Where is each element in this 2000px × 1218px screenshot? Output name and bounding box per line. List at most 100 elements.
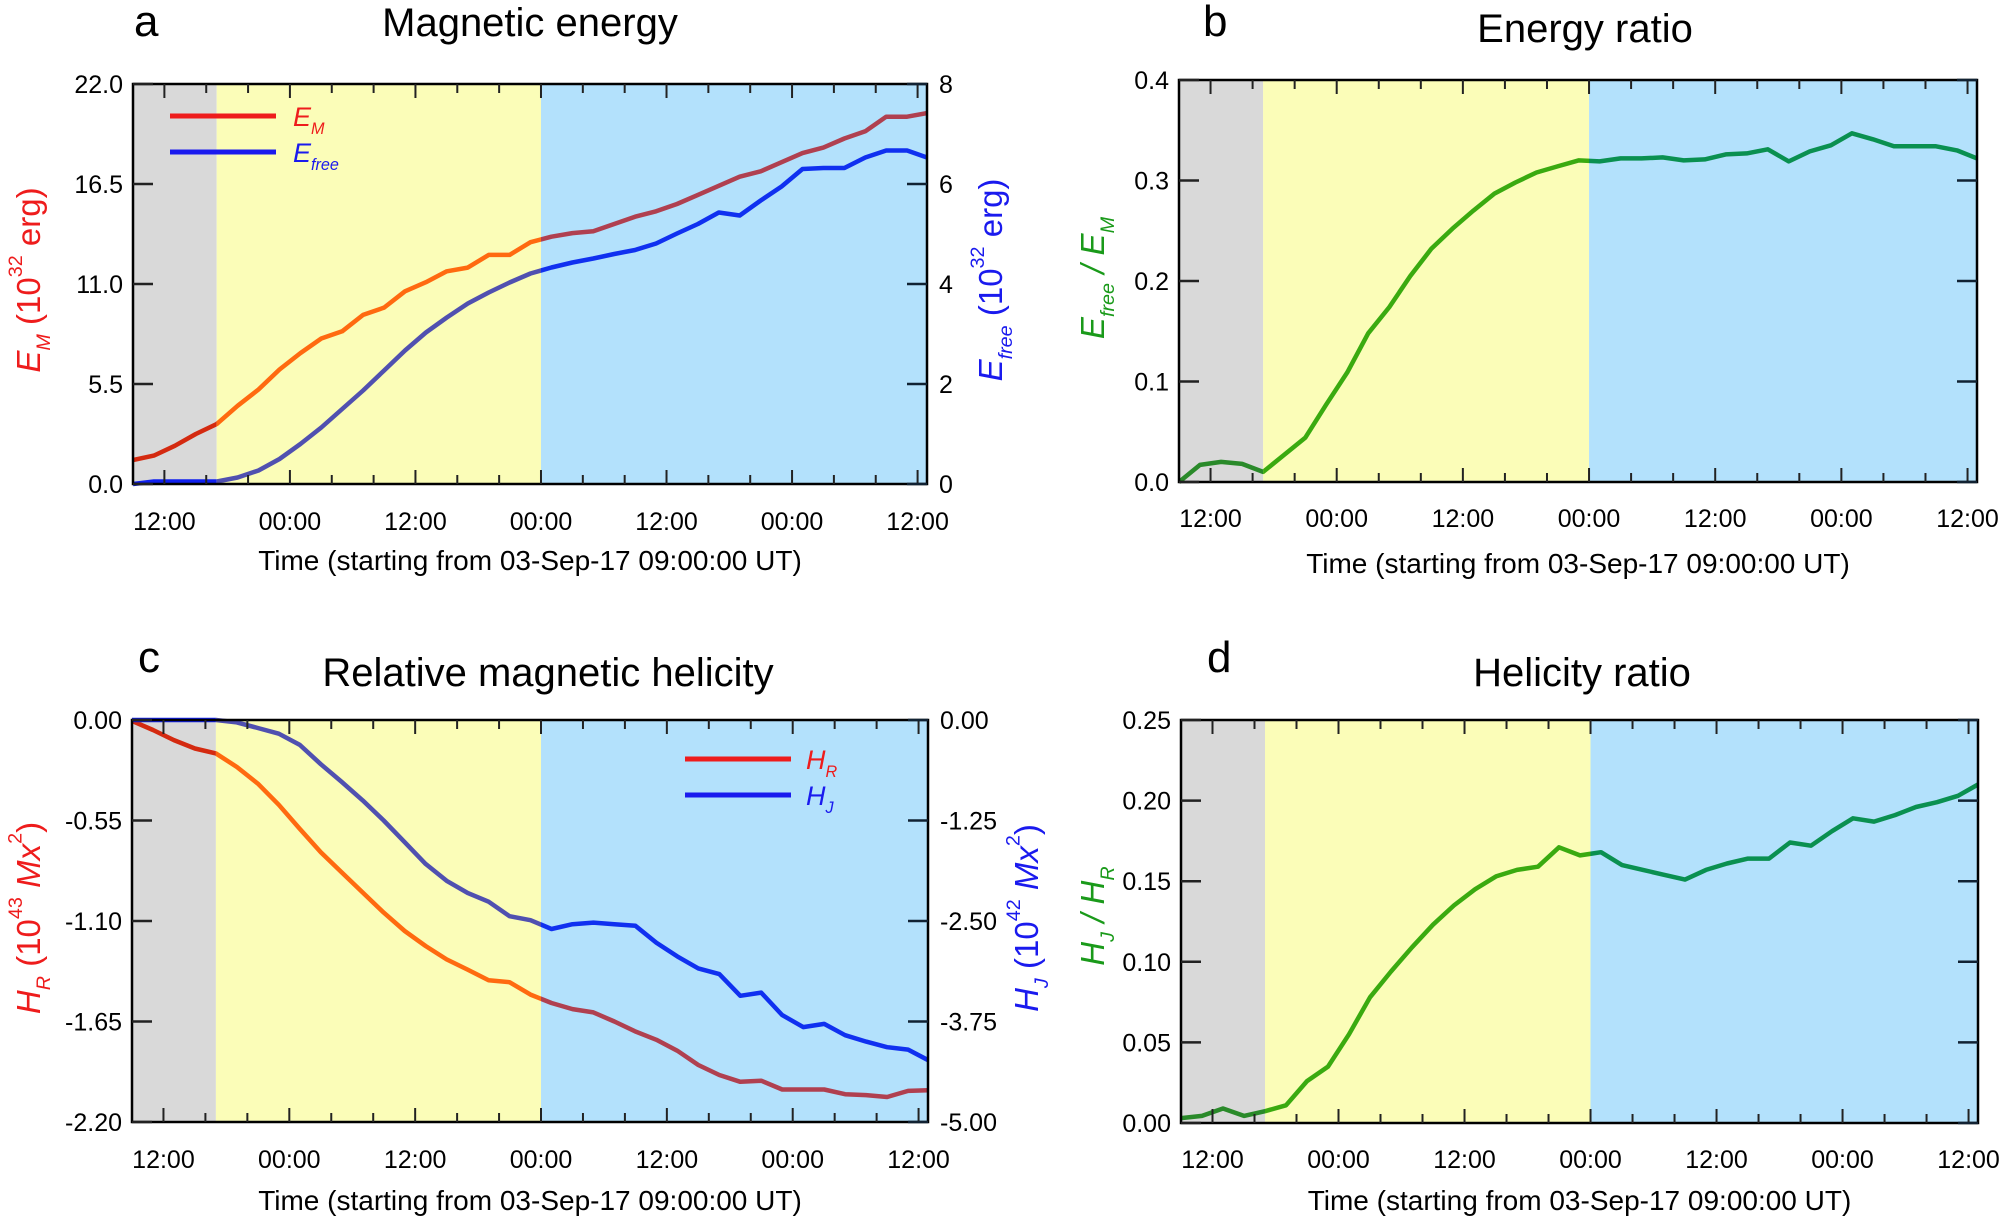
series-line — [1179, 131, 1978, 484]
phase-band — [1590, 720, 1978, 1123]
label-part: / H — [1074, 880, 1111, 932]
panel-d: 12:00 00:00 12:00 00:00 12:00 00:00 12:00 Time … — [1074, 633, 2000, 1216]
x-tick-label: 00:00 — [1559, 1146, 1622, 1174]
series-line-segment — [541, 920, 928, 1063]
x-tick-label: 12:00 — [1684, 505, 1747, 533]
series-line — [133, 148, 927, 487]
y-tick-label-left: 0.25 — [1122, 707, 1171, 735]
y-tick-label-left: 0.3 — [1134, 168, 1169, 196]
series-line-segment — [541, 996, 928, 1100]
x-tick-label: 12:00 — [132, 1146, 195, 1174]
y-tick-label-left: 0.2 — [1134, 268, 1169, 296]
series-line-segment — [1263, 158, 1590, 475]
y-tick-label-left: 0.1 — [1134, 369, 1169, 397]
y-tick-label-left: 0.4 — [1134, 67, 1169, 95]
series-line-segment — [215, 717, 542, 928]
label-part: 2 — [5, 833, 27, 844]
x-axis-title: Time (starting from 03-Sep-17 09:00:00 U… — [1308, 1185, 1852, 1216]
label-part: ) — [10, 822, 47, 833]
y-tick-label-right: 8 — [939, 71, 953, 99]
y-tick-label-left: 0.15 — [1122, 868, 1171, 896]
y-tick-label-left: 0.0 — [1134, 469, 1169, 497]
x-tick-label: 00:00 — [1307, 1146, 1370, 1174]
x-tick-label: 12:00 — [133, 508, 196, 536]
y-tick-label-left: -0.55 — [65, 808, 122, 836]
series-line-segment — [1590, 782, 1978, 882]
label-part: Mx — [10, 842, 47, 897]
y-tick-label-left: -2.20 — [65, 1109, 122, 1137]
panel-title: Relative magnetic helicity — [322, 651, 773, 695]
label-part: 32 — [967, 246, 989, 268]
phase-band — [541, 720, 928, 1122]
label-part: J — [1031, 977, 1053, 989]
y-axis-title-left: Efree / EM — [1074, 216, 1119, 339]
phase-band — [1263, 80, 1590, 482]
y-tick-label-right: 4 — [939, 271, 953, 299]
panel-b: 12:00 00:00 12:00 00:00 12:00 00:00 12:00 Time … — [1074, 0, 1999, 579]
y-tick-label-left: 16.5 — [74, 171, 123, 199]
label-part: H — [1008, 988, 1045, 1012]
y-tick-label-left: 0.00 — [1122, 1110, 1171, 1138]
label-part: (10 — [1008, 921, 1045, 978]
label-part: E — [293, 138, 312, 168]
label-part: (10 — [10, 919, 47, 976]
y-tick-label-right: -5.00 — [940, 1109, 997, 1137]
y-tick-label-left: -1.65 — [65, 1009, 122, 1037]
y-axis-title-right: HJ (1042 Mx2) — [1003, 824, 1053, 1012]
y-tick-label-right: -1.25 — [940, 808, 997, 836]
label-part: E — [1074, 316, 1111, 339]
label-part: H — [806, 745, 826, 775]
phase-band — [216, 84, 541, 484]
y-tick-label-right: -3.75 — [940, 1009, 997, 1037]
phase-band — [1181, 720, 1266, 1123]
label-part: M — [1097, 216, 1119, 233]
label-part: erg) — [972, 179, 1009, 247]
x-tick-label: 12:00 — [1433, 1146, 1496, 1174]
label-part: Mx — [1008, 845, 1045, 900]
y-axis-title-left: HJ / HR — [1074, 866, 1119, 965]
label-part: E — [972, 358, 1009, 381]
x-tick-label: 12:00 — [1685, 1146, 1748, 1174]
label-part: 43 — [5, 897, 27, 919]
series-line-segment — [216, 237, 541, 427]
x-tick-label: 00:00 — [1811, 1146, 1874, 1174]
legend-label: HJ — [806, 781, 835, 817]
x-tick-label: 00:00 — [259, 508, 322, 536]
panel-letter: b — [1203, 0, 1227, 46]
x-tick-label: 12:00 — [1181, 1146, 1244, 1174]
series-line — [132, 718, 928, 1100]
x-tick-label: 12:00 — [886, 508, 949, 536]
label-part: 2 — [1003, 835, 1025, 846]
label-part: R — [1097, 866, 1119, 880]
panel-letter: a — [134, 0, 159, 46]
phase-band — [1589, 80, 1977, 482]
phase-band — [540, 84, 927, 484]
label-part: 42 — [1003, 899, 1025, 921]
x-tick-label: 00:00 — [510, 508, 573, 536]
y-tick-label-left: 5.5 — [88, 371, 123, 399]
label-part: R — [33, 976, 55, 990]
phase-band — [1265, 720, 1591, 1123]
label-part: ) — [1008, 824, 1045, 835]
y-tick-label-left: -1.10 — [65, 908, 122, 936]
legend-label: HR — [806, 745, 838, 781]
x-axis-title: Time (starting from 03-Sep-17 09:00:00 U… — [258, 545, 802, 576]
x-tick-label: 00:00 — [761, 1146, 824, 1174]
y-tick-label-left: 0.0 — [88, 471, 123, 499]
label-part: free — [1097, 283, 1119, 317]
x-tick-label: 12:00 — [1937, 1146, 2000, 1174]
x-tick-label: 12:00 — [384, 508, 447, 536]
x-tick-label: 12:00 — [1936, 505, 1999, 533]
label-part: H — [1074, 942, 1111, 966]
series-line-segment — [1265, 845, 1591, 1114]
x-tick-label: 00:00 — [258, 1146, 321, 1174]
x-tick-label: 00:00 — [510, 1146, 573, 1174]
y-tick-label-right: 0 — [939, 471, 953, 499]
x-tick-label: 12:00 — [635, 508, 698, 536]
label-part: E — [293, 102, 312, 132]
label-part: free — [995, 325, 1017, 359]
phase-band — [215, 720, 542, 1122]
label-part: (10 — [972, 268, 1009, 325]
